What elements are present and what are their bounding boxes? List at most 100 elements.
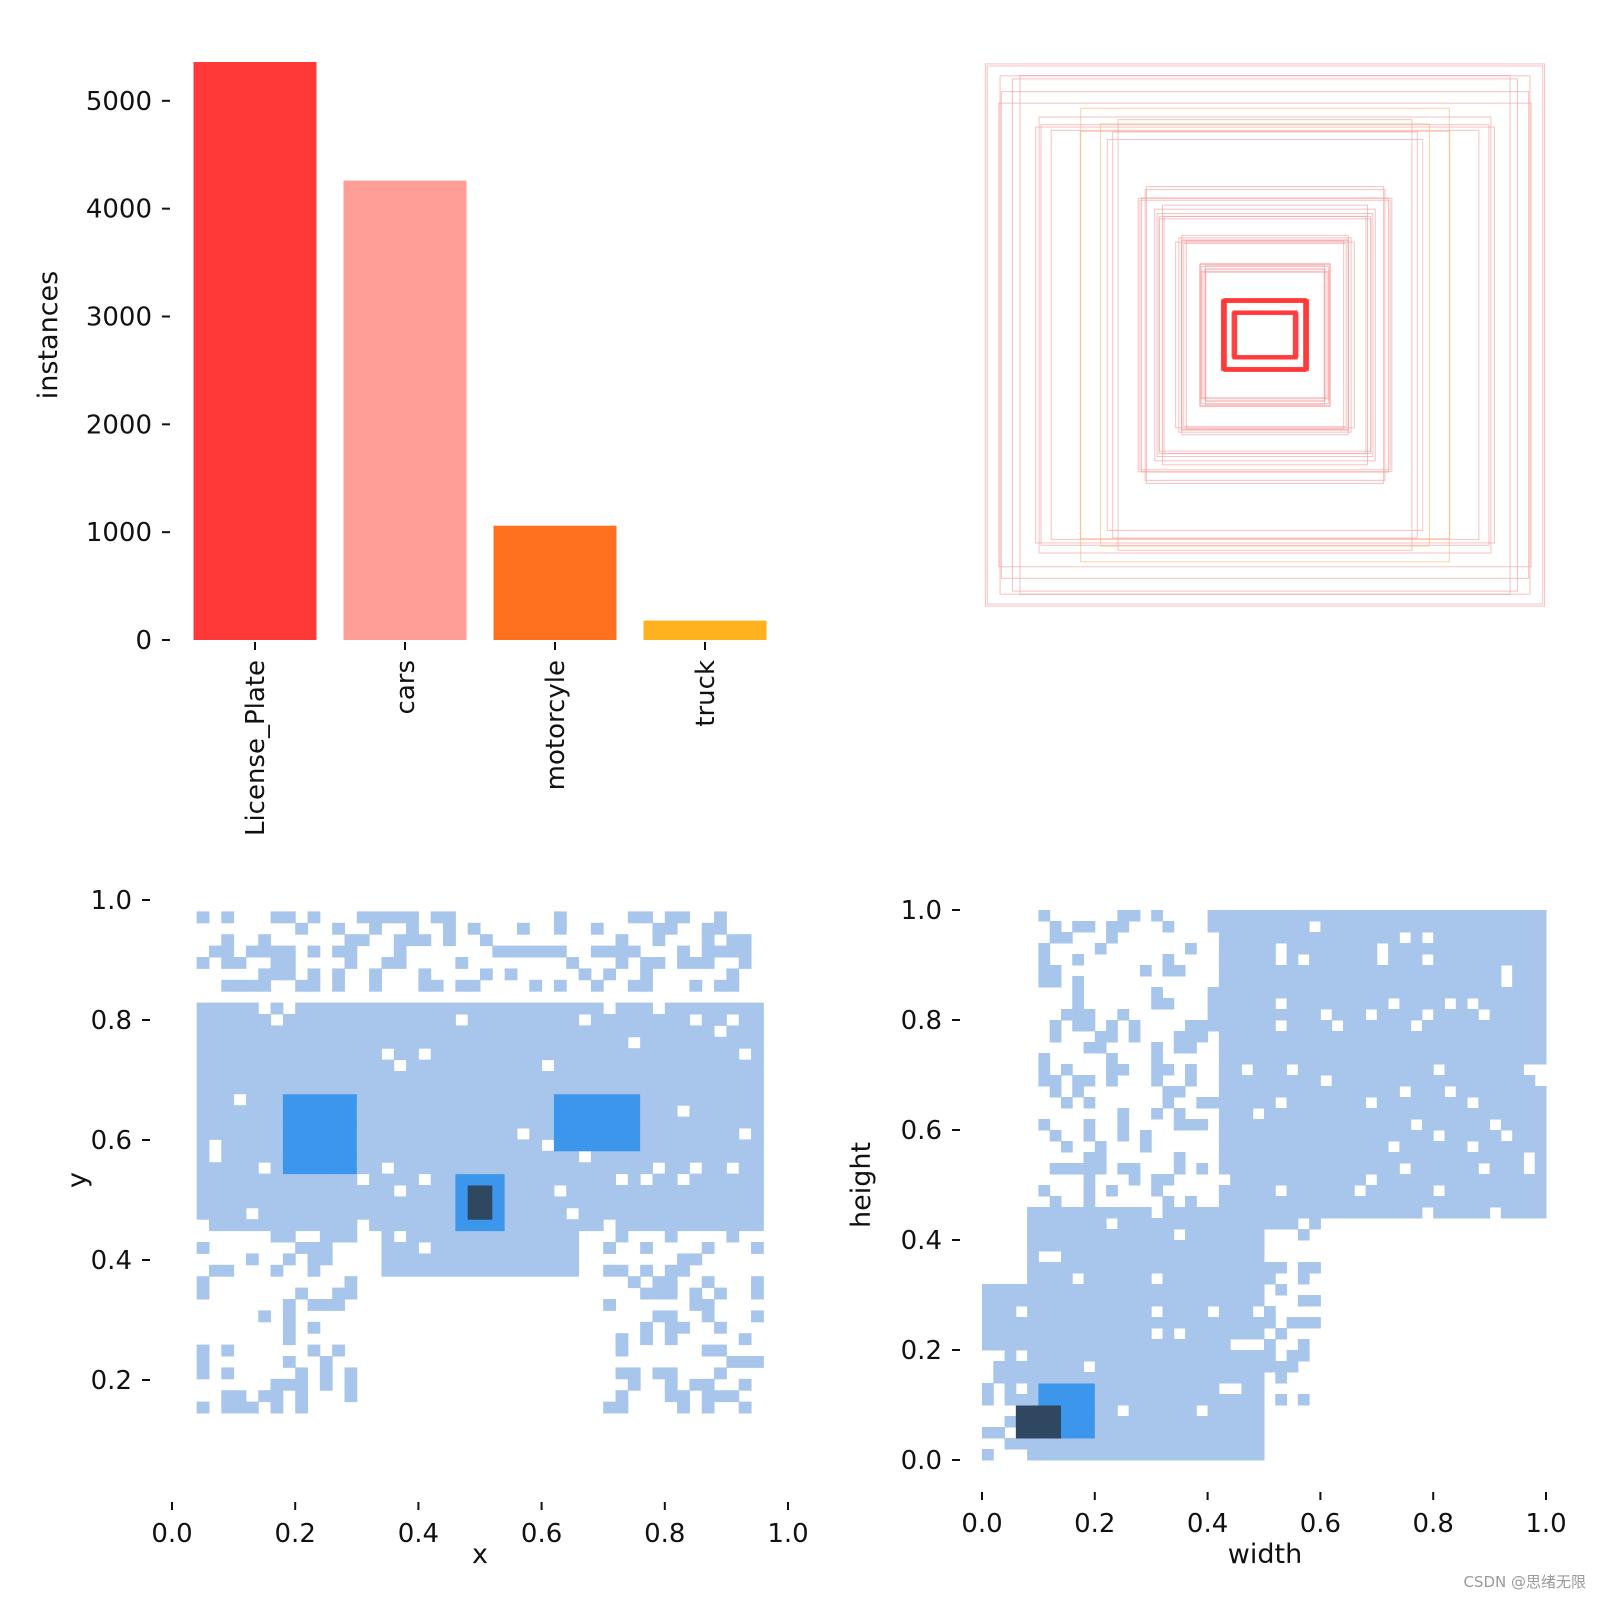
hist-cell [1478, 965, 1491, 977]
hist-cell [1309, 1130, 1321, 1142]
hist-cell [196, 911, 210, 924]
hist-cell [1128, 1394, 1141, 1406]
hist-cell [258, 979, 272, 992]
hist-cell [1015, 1427, 1028, 1439]
hist-cell [1399, 1009, 1412, 1021]
hist-cell [369, 1150, 382, 1163]
hist-cell [652, 1173, 666, 1186]
hist-cell [1094, 1273, 1107, 1285]
hist-cell [1241, 1361, 1254, 1373]
hist-cell [1027, 1350, 1039, 1362]
hist-cell [738, 1401, 752, 1414]
hist-cell [541, 1014, 555, 1026]
hist-cell [578, 1162, 592, 1175]
hist-cell [418, 979, 432, 992]
hist-cell [640, 979, 653, 992]
hist-cell [677, 1071, 690, 1083]
hist-cell [480, 1242, 493, 1254]
hist-cell [258, 1139, 272, 1152]
hist-cell [1128, 1174, 1141, 1186]
hist-cell [1252, 1086, 1265, 1098]
hist-cell [245, 1059, 259, 1072]
hist-cell [1185, 1438, 1197, 1450]
hist-cell [1331, 1207, 1344, 1219]
hist-cell [1241, 1449, 1254, 1461]
hist-cell [504, 1059, 518, 1072]
hist-cell [1534, 1009, 1547, 1021]
hist-cell [1015, 1339, 1028, 1351]
hist-cell [738, 1025, 752, 1038]
hist-cell [270, 1059, 284, 1072]
hist-cell [1207, 1449, 1220, 1461]
hist-cell [738, 1082, 752, 1095]
hist-cell [1512, 1064, 1524, 1076]
hist-cell [1264, 1031, 1276, 1043]
hist-cell [1342, 932, 1355, 944]
hist-cell [418, 1116, 432, 1129]
hist-cell [455, 1230, 469, 1243]
hist-cell [406, 911, 419, 924]
hist-cell [282, 1299, 296, 1311]
hist-cell [590, 1139, 604, 1152]
hist-cell [751, 1093, 764, 1106]
hist-cell [1218, 987, 1231, 999]
hist-cell [553, 911, 567, 924]
hist-cell [1455, 1064, 1468, 1076]
hist-cell [221, 1048, 235, 1061]
hist-cell [1218, 1075, 1231, 1087]
bounding-box-10-1 [1235, 312, 1295, 358]
hist-cell [1421, 1064, 1434, 1076]
hist-cell [1376, 987, 1389, 999]
hist-cell [652, 1059, 666, 1072]
hist-cell [295, 1002, 309, 1015]
hist-cell [1128, 910, 1141, 922]
hist-cell [1478, 954, 1491, 966]
hist-cell [344, 1105, 358, 1118]
hist-cell [196, 1401, 210, 1414]
hist-cell [196, 1036, 210, 1049]
hist-cell [221, 957, 235, 969]
hist-cell [1455, 998, 1468, 1010]
hist-cell [1218, 1196, 1231, 1208]
hist-cell [1252, 1207, 1265, 1219]
hist-cell [652, 1185, 666, 1197]
hist-cell [993, 1328, 1006, 1340]
hist-cell [1489, 1196, 1502, 1208]
hist-cell [1433, 976, 1445, 988]
hist-cell [1399, 1108, 1412, 1120]
hist-cell [1185, 1405, 1197, 1417]
hist-cell [652, 934, 666, 947]
hist-cell [1500, 1108, 1513, 1120]
hist-cell [1230, 1361, 1242, 1373]
hist-cell [233, 1036, 247, 1049]
hist-cell [1106, 1372, 1118, 1384]
bounding-box-0-2 [986, 65, 1544, 605]
hist-cell [652, 1036, 666, 1049]
hist-cell [689, 957, 703, 969]
xy-histogram-cells [196, 911, 764, 1414]
hist-cell [1286, 921, 1299, 933]
hist-cell [627, 1025, 641, 1038]
hist-cell [1117, 1339, 1130, 1351]
bar-1 [343, 180, 467, 641]
hist-cell [1399, 1075, 1412, 1087]
hist-cell [714, 1196, 727, 1209]
hist-cell [1297, 1163, 1310, 1175]
hist-cell [1500, 1174, 1513, 1186]
hist-cell [1534, 1119, 1547, 1131]
hist-cell [1060, 1405, 1073, 1417]
bounding-box-8-5 [1202, 271, 1328, 399]
hist-cell [1264, 1207, 1276, 1219]
hist-cell [1354, 1196, 1367, 1208]
hist-cell [1365, 1075, 1378, 1087]
hist-cell [689, 1185, 703, 1197]
hist-cell [1309, 1185, 1321, 1197]
hist-cell [615, 1093, 629, 1106]
hist-cell [566, 1230, 580, 1243]
hist-cell [1218, 1009, 1231, 1021]
hist-cell [1478, 1130, 1491, 1142]
hist-cell [1421, 1020, 1434, 1032]
hist-cell [196, 1185, 210, 1197]
hist-cell [1241, 1152, 1254, 1164]
